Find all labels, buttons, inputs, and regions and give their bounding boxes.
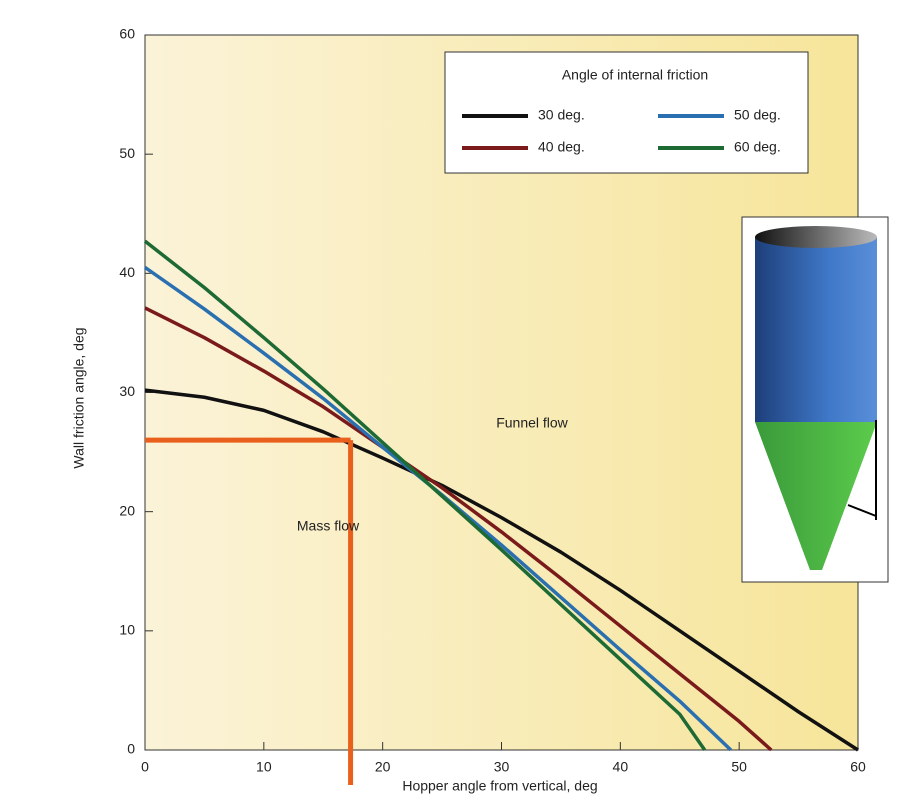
- y-tick-label: 30: [119, 383, 135, 399]
- y-tick-label: 40: [119, 264, 135, 280]
- x-tick-label: 40: [613, 759, 629, 775]
- y-tick-label: 10: [119, 622, 135, 638]
- legend-label: 60 deg.: [734, 139, 781, 155]
- x-tick-label: 10: [256, 759, 272, 775]
- legend: Angle of internal friction 30 deg. 40 deg…: [445, 52, 808, 173]
- chart: 0 10 20 30 40 50 60 0 10 20 30 40 50 60 Funnel flow M…: [0, 0, 907, 795]
- annotation: Funnel flow: [496, 415, 568, 431]
- legend-label: 30 deg.: [538, 107, 585, 123]
- silo-illustration: [742, 217, 888, 582]
- y-axis-title: Wall friction angle, deg: [71, 327, 87, 468]
- legend-label: 40 deg.: [538, 139, 585, 155]
- legend-title: Angle of internal friction: [562, 67, 708, 83]
- legend-label: 50 deg.: [734, 107, 781, 123]
- silo-top: [755, 226, 877, 248]
- page: {"chart_data":{"type":"line", "x_label":…: [0, 0, 907, 795]
- y-tick-label: 20: [119, 502, 135, 518]
- x-tick-label: 50: [731, 759, 747, 775]
- silo-body: [755, 237, 877, 422]
- x-tick-label: 30: [494, 759, 510, 775]
- x-tick-label: 20: [375, 759, 391, 775]
- y-tick-label: 50: [119, 145, 135, 161]
- y-tick-label: 60: [119, 26, 135, 42]
- x-tick-label: 60: [850, 759, 866, 775]
- x-axis-title: Hopper angle from vertical, deg: [402, 778, 597, 794]
- annotation: Mass flow: [297, 518, 360, 534]
- x-tick-label: 0: [141, 759, 149, 775]
- y-tick-label: 0: [127, 741, 135, 757]
